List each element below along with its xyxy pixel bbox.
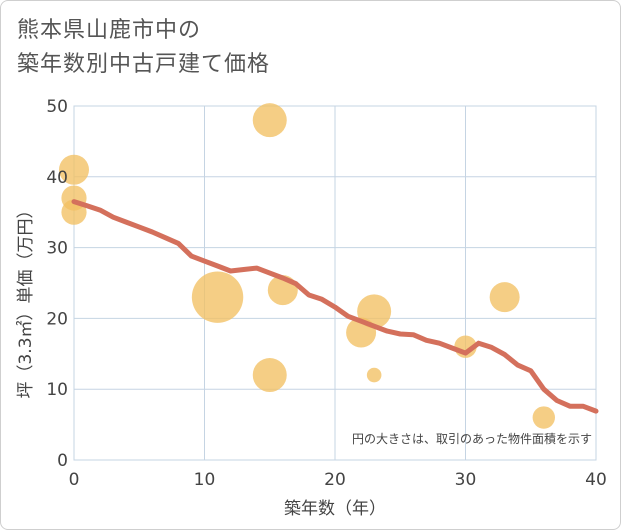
bubble-point xyxy=(357,294,392,329)
x-axis-title: 築年数（年） xyxy=(284,499,386,519)
y-axis-title: 坪（3.3㎡）単価（万円） xyxy=(16,201,36,398)
x-tick-label: 0 xyxy=(69,470,80,490)
bubble-point xyxy=(532,406,555,429)
x-tick-label: 30 xyxy=(455,470,477,490)
y-tick-label: 40 xyxy=(46,168,68,188)
x-tick-label: 10 xyxy=(194,470,216,490)
y-tick-label: 30 xyxy=(46,239,68,259)
y-tick-label: 0 xyxy=(57,451,68,471)
y-tick-label: 50 xyxy=(46,97,68,117)
grid xyxy=(73,105,597,461)
bubble-point xyxy=(489,282,520,313)
bubble-point xyxy=(366,367,382,383)
x-tick-label: 40 xyxy=(585,470,607,490)
bubble-series xyxy=(59,103,555,429)
bubble-point xyxy=(252,103,287,138)
bubble-point xyxy=(252,358,287,393)
y-tick-label: 20 xyxy=(46,309,68,329)
chart-title: 熊本県山鹿市中の 築年数別中古戸建て価格 xyxy=(17,14,270,82)
x-tick-label: 20 xyxy=(324,470,346,490)
bubble-point xyxy=(191,271,244,323)
y-tick-label: 10 xyxy=(46,380,68,400)
chart-title-line-2: 築年数別中古戸建て価格 xyxy=(17,52,271,77)
chart-title-line-1: 熊本県山鹿市中の xyxy=(17,18,202,43)
bubble-point xyxy=(59,154,89,185)
trend-line xyxy=(71,199,599,414)
size-annotation: 円の大きさは、取引のあった物件面積を示す xyxy=(352,431,592,446)
tick-labels: 0 10 20 30 40 50 0 10 20 30 40 xyxy=(46,97,606,490)
trend-series xyxy=(71,199,599,414)
